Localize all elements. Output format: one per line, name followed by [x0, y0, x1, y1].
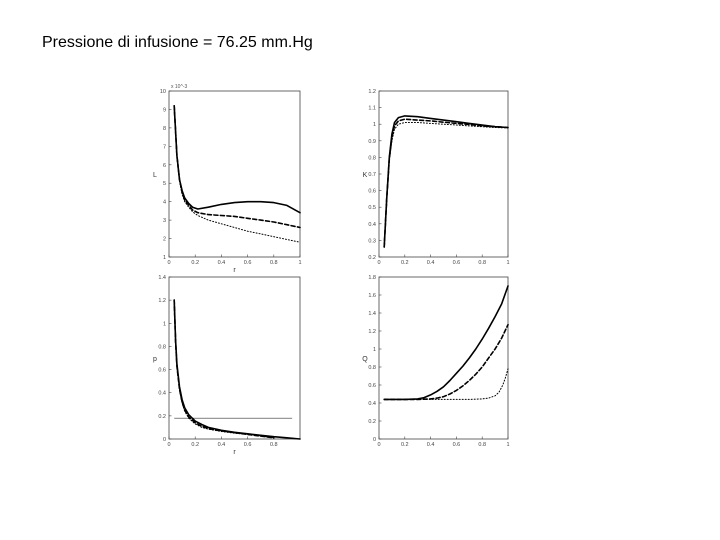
y-tick-label: 1: [163, 255, 166, 261]
x-tick-label: 0.6: [453, 442, 461, 448]
y-tick-label: 1: [373, 122, 376, 128]
y-tick-label: 1.8: [368, 275, 376, 281]
y-tick-label: 9: [163, 107, 166, 113]
x-tick-label: 1: [506, 442, 509, 448]
y-tick-label: 2: [163, 237, 166, 243]
y-tick-label: 5: [163, 181, 166, 187]
y-tick-label: 0: [163, 437, 166, 443]
x-tick-label: 0: [167, 442, 170, 448]
y-tick-label: 0.6: [368, 383, 376, 389]
series-line-solid: [383, 285, 509, 401]
x-tick-label: 0: [377, 260, 380, 266]
chart-panel-2: 0 0.2 0.4 0.6 0.8 10.20.30.40.50.60.70.80.911…: [363, 89, 510, 266]
y-tick-label: 4: [163, 200, 166, 206]
y-tick-label: 0.8: [368, 155, 376, 161]
y-tick-label: 0.2: [368, 255, 376, 261]
y-tick-label: 0: [373, 437, 376, 443]
series-line-dotted: [383, 368, 509, 400]
y-tick-label: 0.7: [368, 172, 376, 178]
chart-panel-4: 0 0.2 0.4 0.6 0.8 1 0 0.2 0.4 0.6 0.8 1 1.2 1.4 1.6 1.8…: [362, 275, 509, 448]
x-tick-label: 0.4: [427, 260, 435, 266]
series-line-dotted: [173, 105, 301, 243]
y-tick-label: 1.4: [368, 311, 376, 317]
x-tick-label: 0.2: [401, 260, 409, 266]
x-tick-label: 0.2: [191, 260, 199, 266]
x-axis-label: r: [233, 449, 236, 456]
x-tick-label: 0.8: [270, 260, 278, 266]
plot-frame: [168, 90, 301, 258]
x-tick-label: 1: [506, 260, 509, 266]
series-line-dashed: [383, 118, 509, 248]
x-axis-label: r: [233, 267, 236, 274]
y-tick-label: 3: [163, 218, 166, 224]
x-tick-label: 0.4: [427, 442, 435, 448]
y-tick-label: 8: [163, 126, 166, 132]
series-line-dashed: [173, 105, 301, 229]
y-tick-label: 1.4: [158, 275, 166, 281]
y-tick-label: 10: [160, 89, 166, 95]
x-tick-label: 0.4: [218, 442, 226, 448]
y-tick-label: 0.5: [368, 205, 376, 211]
y-tick-label: 6: [163, 163, 166, 169]
y-axis-label: L: [153, 172, 157, 179]
y-tick-label: 0.6: [158, 368, 166, 374]
y-tick-label: 0.3: [368, 238, 376, 244]
x-tick-label: 0.6: [453, 260, 461, 266]
chart-panel-1: 0 0.2 0.4 0.6 0.8 1 1 2 3 4 5 6 7 8 9 10 x 10^-3 r L: [153, 84, 301, 274]
y-tick-label: 0.8: [368, 365, 376, 371]
x-tick-label: 0.8: [478, 442, 486, 448]
y-tick-label: 1: [163, 321, 166, 327]
slide-title: Pressione di infusione = 76.25 mm.Hg: [42, 34, 313, 51]
series-line-dotted: [383, 122, 509, 248]
series-line-dotted: [173, 299, 275, 439]
y-tick-label: 0.8: [158, 344, 166, 350]
y-tick-label: 0.9: [368, 139, 376, 145]
y-tick-label: 1.2: [368, 89, 376, 95]
x-tick-label: 0.2: [401, 442, 409, 448]
y-tick-label: 0.2: [368, 419, 376, 425]
x-tick-label: 0.6: [244, 260, 252, 266]
x-tick-label: 0: [377, 442, 380, 448]
x-tick-label: 0.8: [478, 260, 486, 266]
y-axis-label: p: [153, 356, 157, 363]
y-axis-label: K: [363, 172, 368, 179]
y-tick-label: 1: [373, 347, 376, 353]
y-tick-label: 1.6: [368, 293, 376, 299]
chart-panel-3: 0 0.2 0.4 0.6 0.8 0 0.2 0.4 0.6 0.8 1 1.2 1.4 r p: [153, 275, 301, 456]
y-tick-label: 7: [163, 144, 166, 150]
plot-frame: [378, 276, 509, 440]
x-tick-label: 0.4: [218, 260, 226, 266]
y-axis-label: Q: [362, 356, 368, 363]
x-tick-label: 0: [167, 260, 170, 266]
y-exponent-label: x 10^-3: [171, 84, 187, 90]
x-tick-label: 1: [298, 260, 301, 266]
y-tick-label: 0.4: [158, 391, 166, 397]
y-tick-label: 0.4: [368, 222, 376, 228]
y-tick-label: 1.2: [368, 329, 376, 335]
y-tick-label: 0.2: [158, 414, 166, 420]
y-tick-label: 1.1: [368, 106, 376, 112]
x-tick-label: 0.6: [244, 442, 252, 448]
y-tick-label: 1.2: [158, 298, 166, 304]
y-tick-label: 0.4: [368, 401, 376, 407]
plot-frame: [168, 276, 301, 440]
plot-frame: [378, 90, 509, 258]
x-tick-label: 0.8: [270, 442, 278, 448]
x-tick-label: 0.2: [191, 442, 199, 448]
y-tick-label: 0.6: [368, 189, 376, 195]
